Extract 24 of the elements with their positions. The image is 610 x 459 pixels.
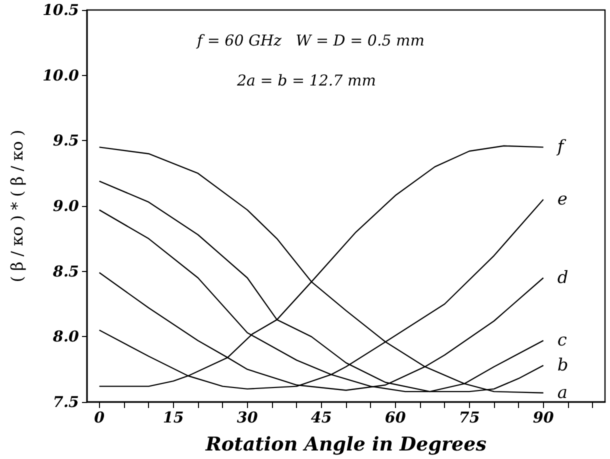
series-label: f (555, 137, 566, 158)
series-label: c (557, 330, 568, 351)
y-tick-label: 8.0 (52, 328, 80, 346)
annotation: f = 60 GHz W = D = 0.5 mm (196, 32, 425, 50)
x-tick-label: 60 (384, 408, 406, 426)
annotation: 2a = b = 12.7 mm (236, 72, 376, 90)
y-tick-label: 9.5 (52, 132, 79, 150)
series-label: e (557, 189, 568, 210)
x-axis-title: Rotation Angle in Degrees (204, 434, 487, 456)
y-tick-label: 7.5 (52, 393, 79, 411)
x-tick-label: 0 (94, 408, 106, 426)
y-tick-label: 8.5 (52, 262, 79, 280)
y-tick-label: 9.0 (52, 197, 80, 215)
x-tick-label: 30 (236, 408, 258, 426)
y-axis-title: ( β / κo ) * ( β / κo ) (8, 130, 26, 282)
x-tick-label: 90 (532, 408, 554, 426)
series-label: d (557, 268, 568, 288)
y-tick-label: 10.5 (42, 1, 79, 19)
y-tick-label: 10.0 (42, 66, 80, 84)
x-tick-label: 75 (458, 408, 480, 426)
x-tick-label: 15 (162, 408, 184, 426)
series-label: a (557, 382, 568, 403)
x-tick-label: 45 (310, 408, 332, 426)
series-label: b (557, 355, 568, 376)
